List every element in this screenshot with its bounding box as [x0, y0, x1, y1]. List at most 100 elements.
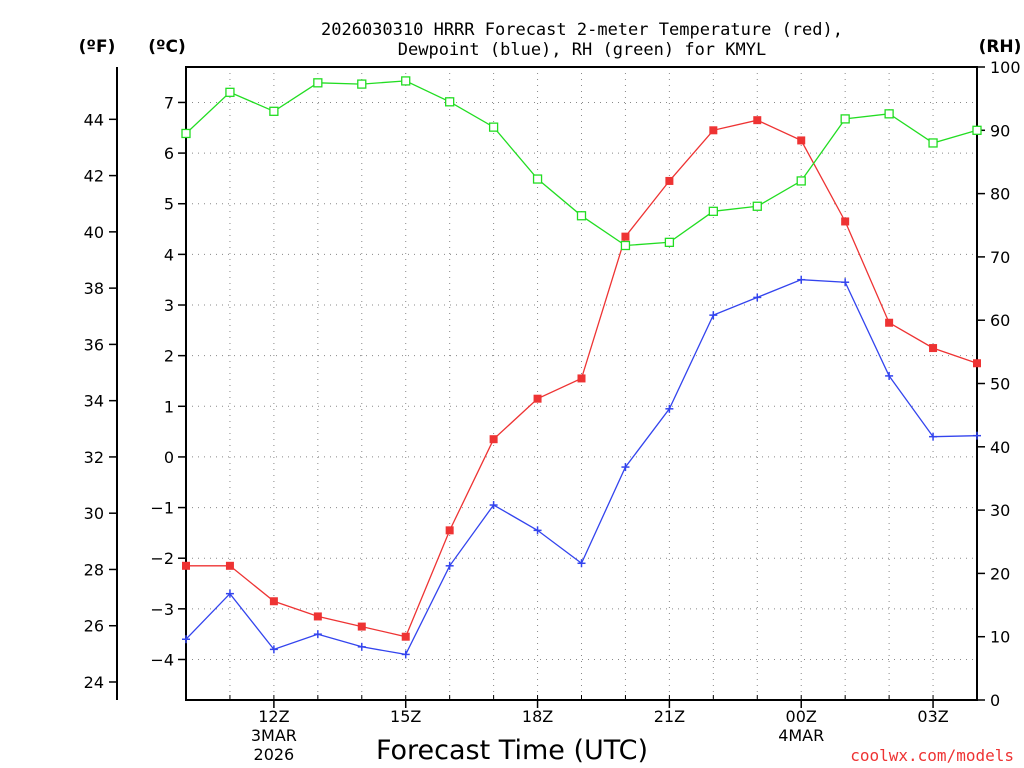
x-tick-year-label: 2026	[254, 745, 295, 764]
x-tick-date-label: 3MAR	[251, 726, 297, 745]
rh-point	[752, 201, 762, 211]
x-tick-label: 18Z	[522, 707, 553, 726]
celsius-tick-label: −4	[150, 650, 174, 669]
dewpoint-point	[973, 431, 981, 440]
rh-point	[664, 237, 675, 247]
x-axis-label: Forecast Time (UTC)	[376, 735, 648, 766]
temperature-point	[709, 126, 718, 135]
rh-point	[532, 174, 543, 184]
source-credit: coolwx.com/models	[850, 746, 1014, 765]
temperature-point	[797, 136, 806, 145]
celsius-tick-label: 2	[164, 347, 174, 366]
celsius-tick-label: −2	[150, 549, 174, 568]
rh-tick-label: 100	[990, 58, 1021, 77]
dewpoint-point	[313, 630, 322, 639]
temperature-point	[577, 374, 586, 383]
celsius-tick-label: 6	[164, 144, 174, 163]
fahrenheit-tick-label: 40	[84, 223, 104, 242]
celsius-tick-label: 7	[164, 93, 174, 112]
temperature-series	[182, 116, 981, 641]
celsius-tick-label: 4	[164, 245, 174, 264]
temperature-point	[753, 116, 762, 125]
rh-tick-label: 20	[990, 564, 1010, 583]
chart-title-line2: Dewpoint (blue), RH (green) for KMYL	[398, 40, 766, 60]
chart-title-line1: 2026030310 HRRR Forecast 2-meter Tempera…	[321, 20, 843, 40]
temperature-point	[401, 632, 410, 641]
temperature-point	[182, 561, 190, 570]
dewpoint-point	[357, 642, 366, 651]
temperature-point	[269, 597, 278, 606]
fahrenheit-tick-label: 34	[84, 392, 104, 411]
x-tick-date-label: 4MAR	[778, 726, 824, 745]
celsius-tick-label: 0	[164, 448, 174, 467]
dewpoint-point	[182, 635, 190, 644]
dewpoint-point	[401, 650, 410, 659]
dewpoint-series	[182, 275, 981, 659]
dewpoint-point	[753, 293, 762, 302]
dewpoint-point	[665, 404, 674, 413]
rh-tick-label: 70	[990, 248, 1010, 267]
rh-point	[576, 211, 587, 221]
dewpoint-point	[445, 561, 454, 570]
fahrenheit-tick-label: 44	[84, 110, 104, 129]
x-tick-label: 21Z	[654, 707, 685, 726]
temperature-point	[313, 612, 322, 621]
rh-point	[313, 78, 323, 88]
x-tick-label: 03Z	[917, 707, 948, 726]
rh-point	[884, 109, 894, 119]
dewpoint-point	[885, 371, 894, 380]
grid-lines	[186, 67, 977, 700]
rh-series	[181, 76, 982, 251]
rh-point	[401, 76, 411, 86]
temperature-point	[533, 394, 542, 403]
dewpoint-point	[269, 645, 278, 654]
x-tick-label: 15Z	[390, 707, 421, 726]
fahrenheit-tick-label: 26	[84, 617, 104, 636]
temperature-point	[357, 622, 366, 631]
dewpoint-point	[709, 311, 718, 320]
fahrenheit-tick-label: 28	[84, 560, 104, 579]
fahrenheit-tick-label: 36	[84, 335, 104, 354]
rh-point	[972, 125, 982, 135]
rh-tick-label: 60	[990, 311, 1010, 330]
dewpoint-point	[577, 559, 586, 568]
celsius-tick-label: 3	[164, 296, 174, 315]
plot-frame	[185, 66, 978, 701]
fahrenheit-tick-label: 38	[84, 279, 104, 298]
rh-axis-unit: (RH)	[979, 37, 1022, 57]
temperature-point	[973, 359, 981, 368]
temperature-point	[445, 526, 454, 535]
fahrenheit-tick-label: 42	[84, 167, 104, 186]
rh-tick-label: 10	[990, 628, 1010, 647]
rh-tick-label: 30	[990, 501, 1010, 520]
rh-point	[445, 97, 455, 107]
dewpoint-point	[489, 501, 498, 510]
fahrenheit-tick-label: 30	[84, 504, 104, 523]
rh-tick-label: 0	[990, 691, 1000, 710]
dewpoint-point	[225, 589, 234, 598]
x-tick-label: 12Z	[258, 707, 289, 726]
temperature-point	[225, 561, 234, 570]
celsius-axis-unit: (ºC)	[148, 37, 186, 57]
dewpoint-point	[797, 275, 806, 284]
dewpoint-line	[185, 279, 978, 656]
fahrenheit-tick-label: 32	[84, 448, 104, 467]
rh-point	[181, 128, 191, 139]
fahrenheit-axis-unit: (ºF)	[79, 37, 116, 57]
temperature-point	[929, 344, 938, 353]
celsius-tick-label: −1	[150, 499, 174, 518]
temperature-point	[621, 232, 630, 241]
rh-point	[928, 138, 938, 148]
rh-tick-label: 80	[990, 185, 1010, 204]
temperature-point	[885, 318, 894, 327]
temperature-point	[841, 217, 850, 226]
rh-tick-label: 40	[990, 438, 1010, 457]
rh-point	[708, 206, 718, 216]
dewpoint-point	[841, 278, 850, 287]
axes	[109, 66, 985, 708]
temperature-point	[665, 176, 674, 185]
data-series	[181, 76, 982, 659]
celsius-tick-label: −3	[150, 600, 174, 619]
temperature-point	[489, 435, 498, 444]
